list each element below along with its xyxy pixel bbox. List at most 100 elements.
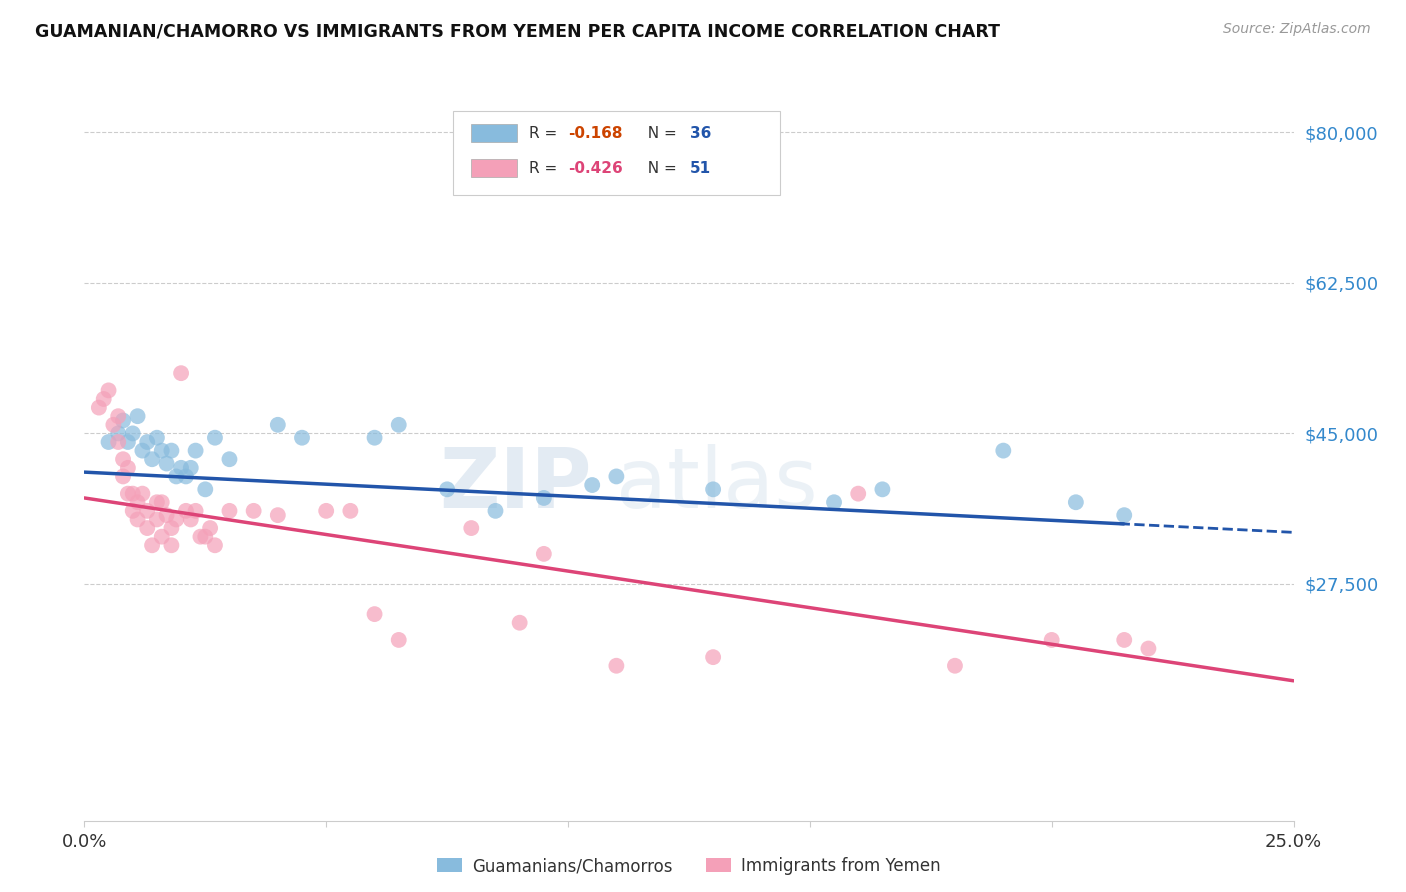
Point (141, 538, 163, 552)
Point (136, 435, 159, 450)
FancyBboxPatch shape (471, 159, 517, 178)
Point (160, 521, 183, 535)
Point (180, 512, 202, 526)
Point (533, 547, 555, 561)
Point (146, 512, 169, 526)
Point (121, 486, 143, 500)
Point (150, 495, 173, 509)
Point (194, 483, 217, 497)
Point (121, 426, 143, 441)
Point (315, 504, 337, 518)
Point (204, 538, 226, 552)
Point (117, 460, 139, 475)
Point (509, 615, 531, 630)
Text: atlas: atlas (616, 443, 818, 524)
Point (150, 443, 173, 458)
Point (190, 530, 212, 544)
Point (363, 431, 385, 445)
Text: N =: N = (638, 126, 682, 141)
Point (388, 417, 411, 432)
Point (388, 632, 411, 647)
Point (127, 409, 149, 424)
Point (160, 443, 183, 458)
Point (605, 469, 627, 483)
Point (141, 452, 163, 467)
Point (218, 452, 240, 467)
Point (1040, 632, 1063, 647)
Text: -0.168: -0.168 (568, 126, 623, 141)
Point (993, 443, 1015, 458)
Point (107, 409, 129, 424)
Point (103, 417, 125, 432)
FancyBboxPatch shape (453, 112, 780, 195)
Text: Source: ZipAtlas.com: Source: ZipAtlas.com (1223, 22, 1371, 37)
Point (267, 508, 290, 523)
Text: ZIP: ZIP (440, 443, 592, 524)
Point (184, 504, 207, 518)
Point (136, 521, 159, 535)
Point (155, 508, 177, 523)
Point (436, 483, 458, 497)
Point (146, 431, 169, 445)
Text: GUAMANIAN/CHAMORRO VS IMMIGRANTS FROM YEMEN PER CAPITA INCOME CORRELATION CHART: GUAMANIAN/CHAMORRO VS IMMIGRANTS FROM YE… (35, 22, 1000, 40)
Point (155, 457, 177, 471)
Point (107, 426, 129, 441)
Point (107, 435, 129, 450)
Point (131, 486, 153, 500)
Point (97, 384, 120, 398)
Point (339, 504, 361, 518)
Point (121, 504, 143, 518)
Point (146, 495, 169, 509)
Point (174, 469, 197, 483)
Point (150, 530, 173, 544)
Point (1114, 508, 1136, 523)
Point (127, 495, 149, 509)
FancyBboxPatch shape (471, 124, 517, 142)
Point (127, 512, 149, 526)
Y-axis label: Per Capita Income: Per Capita Income (0, 384, 7, 525)
Point (460, 521, 482, 535)
Point (267, 417, 290, 432)
Point (165, 512, 187, 526)
Point (872, 483, 894, 497)
Text: N =: N = (638, 161, 682, 176)
Point (1137, 641, 1160, 656)
Point (363, 607, 385, 621)
Point (484, 504, 506, 518)
Point (117, 435, 139, 450)
Point (702, 650, 724, 665)
Point (170, 366, 193, 380)
Point (170, 460, 193, 475)
Point (160, 538, 183, 552)
Point (702, 483, 724, 497)
Point (136, 504, 159, 518)
Point (242, 504, 264, 518)
Point (93, 392, 115, 406)
Point (112, 469, 135, 483)
Legend: Guamanians/Chamorros, Immigrants from Yemen: Guamanians/Chamorros, Immigrants from Ye… (430, 850, 948, 882)
Point (204, 431, 226, 445)
Point (131, 443, 153, 458)
Point (112, 452, 135, 467)
Point (1114, 632, 1136, 647)
Point (117, 486, 139, 500)
Point (194, 530, 217, 544)
Text: -0.426: -0.426 (568, 161, 623, 176)
Text: 36: 36 (690, 126, 711, 141)
Point (97, 435, 120, 450)
Point (291, 431, 314, 445)
Text: R =: R = (529, 126, 562, 141)
Point (846, 486, 869, 500)
Point (823, 495, 845, 509)
Point (180, 460, 202, 475)
Text: R =: R = (529, 161, 562, 176)
Point (581, 478, 603, 492)
Point (112, 413, 135, 427)
Text: 51: 51 (690, 161, 711, 176)
Point (605, 658, 627, 673)
Point (533, 491, 555, 505)
Point (1064, 495, 1087, 509)
Point (165, 469, 187, 483)
Point (184, 443, 207, 458)
Point (87, 401, 110, 415)
